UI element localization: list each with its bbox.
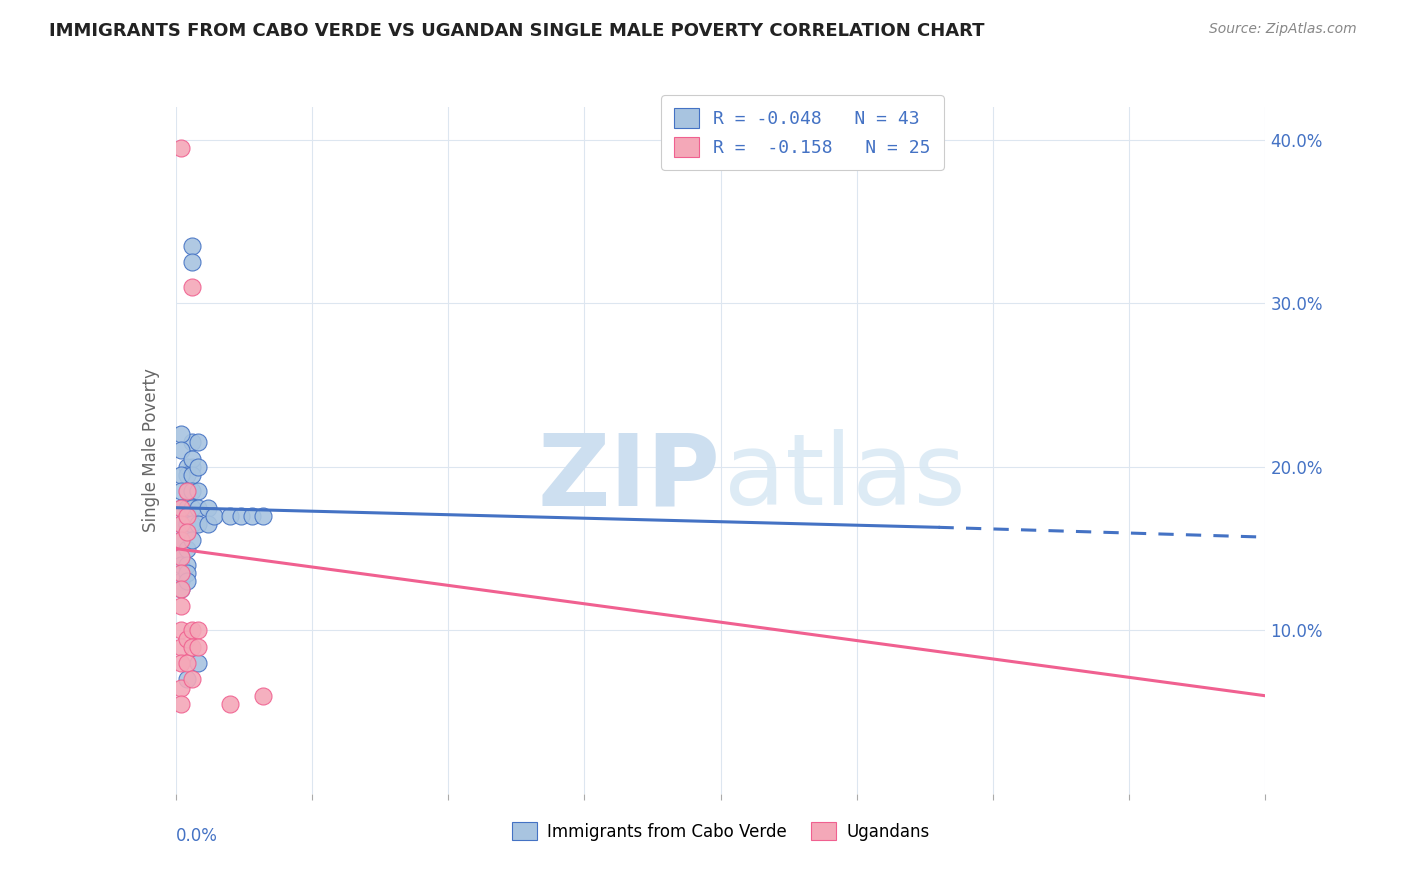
Point <box>170 443 193 458</box>
Point <box>176 632 198 646</box>
Point <box>181 500 204 515</box>
Point <box>176 673 198 687</box>
Text: ZIP: ZIP <box>537 429 721 526</box>
Point <box>176 516 198 531</box>
Point <box>170 549 193 564</box>
Point <box>170 681 193 695</box>
Point <box>186 624 209 638</box>
Point <box>186 516 209 531</box>
Point <box>176 525 198 540</box>
Point <box>170 500 193 515</box>
Point <box>186 459 209 474</box>
Point <box>202 508 225 523</box>
Point <box>219 508 242 523</box>
Text: IMMIGRANTS FROM CABO VERDE VS UGANDAN SINGLE MALE POVERTY CORRELATION CHART: IMMIGRANTS FROM CABO VERDE VS UGANDAN SI… <box>49 22 984 40</box>
Point <box>176 508 198 523</box>
Point <box>181 451 204 466</box>
Point <box>181 255 204 269</box>
Point <box>170 549 193 564</box>
Point <box>170 656 193 670</box>
Point <box>219 697 242 711</box>
Point <box>197 516 219 531</box>
Point <box>170 624 193 638</box>
Text: atlas: atlas <box>724 429 966 526</box>
Point <box>181 239 204 253</box>
Point <box>186 656 209 670</box>
Point <box>181 673 204 687</box>
Point <box>176 484 198 499</box>
Point <box>170 582 193 597</box>
Point <box>176 541 198 556</box>
Point <box>186 640 209 654</box>
Point <box>170 467 193 482</box>
Point <box>170 533 193 548</box>
Point <box>170 500 193 515</box>
Point <box>181 280 204 294</box>
Point <box>170 427 193 442</box>
Text: Source: ZipAtlas.com: Source: ZipAtlas.com <box>1209 22 1357 37</box>
Point <box>181 484 204 499</box>
Point <box>197 500 219 515</box>
Point <box>176 558 198 572</box>
Point <box>186 484 209 499</box>
Point <box>181 533 204 548</box>
Point <box>170 582 193 597</box>
Point <box>176 484 198 499</box>
Point <box>170 516 193 531</box>
Point <box>176 566 198 580</box>
Point <box>176 459 198 474</box>
Point <box>252 508 274 523</box>
Point <box>170 558 193 572</box>
Point <box>170 640 193 654</box>
Point <box>170 566 193 580</box>
Point <box>170 516 193 531</box>
Point <box>181 435 204 450</box>
Legend: Immigrants from Cabo Verde, Ugandans: Immigrants from Cabo Verde, Ugandans <box>505 815 936 847</box>
Point <box>170 141 193 155</box>
Point <box>170 533 193 548</box>
Point <box>252 689 274 703</box>
Point <box>181 640 204 654</box>
Text: 0.0%: 0.0% <box>176 827 218 845</box>
Point <box>181 500 204 515</box>
Point <box>240 508 263 523</box>
Point <box>176 467 198 482</box>
Point <box>170 484 193 499</box>
Point <box>181 516 204 531</box>
Point <box>176 525 198 540</box>
Point <box>181 459 204 474</box>
Point <box>170 599 193 613</box>
Point <box>231 508 253 523</box>
Point <box>186 500 209 515</box>
Point <box>181 624 204 638</box>
Point <box>170 574 193 589</box>
Point <box>181 467 204 482</box>
Point <box>176 508 198 523</box>
Point <box>186 435 209 450</box>
Point <box>170 697 193 711</box>
Point <box>176 574 198 589</box>
Point <box>176 656 198 670</box>
Point <box>176 500 198 515</box>
Y-axis label: Single Male Poverty: Single Male Poverty <box>142 368 160 533</box>
